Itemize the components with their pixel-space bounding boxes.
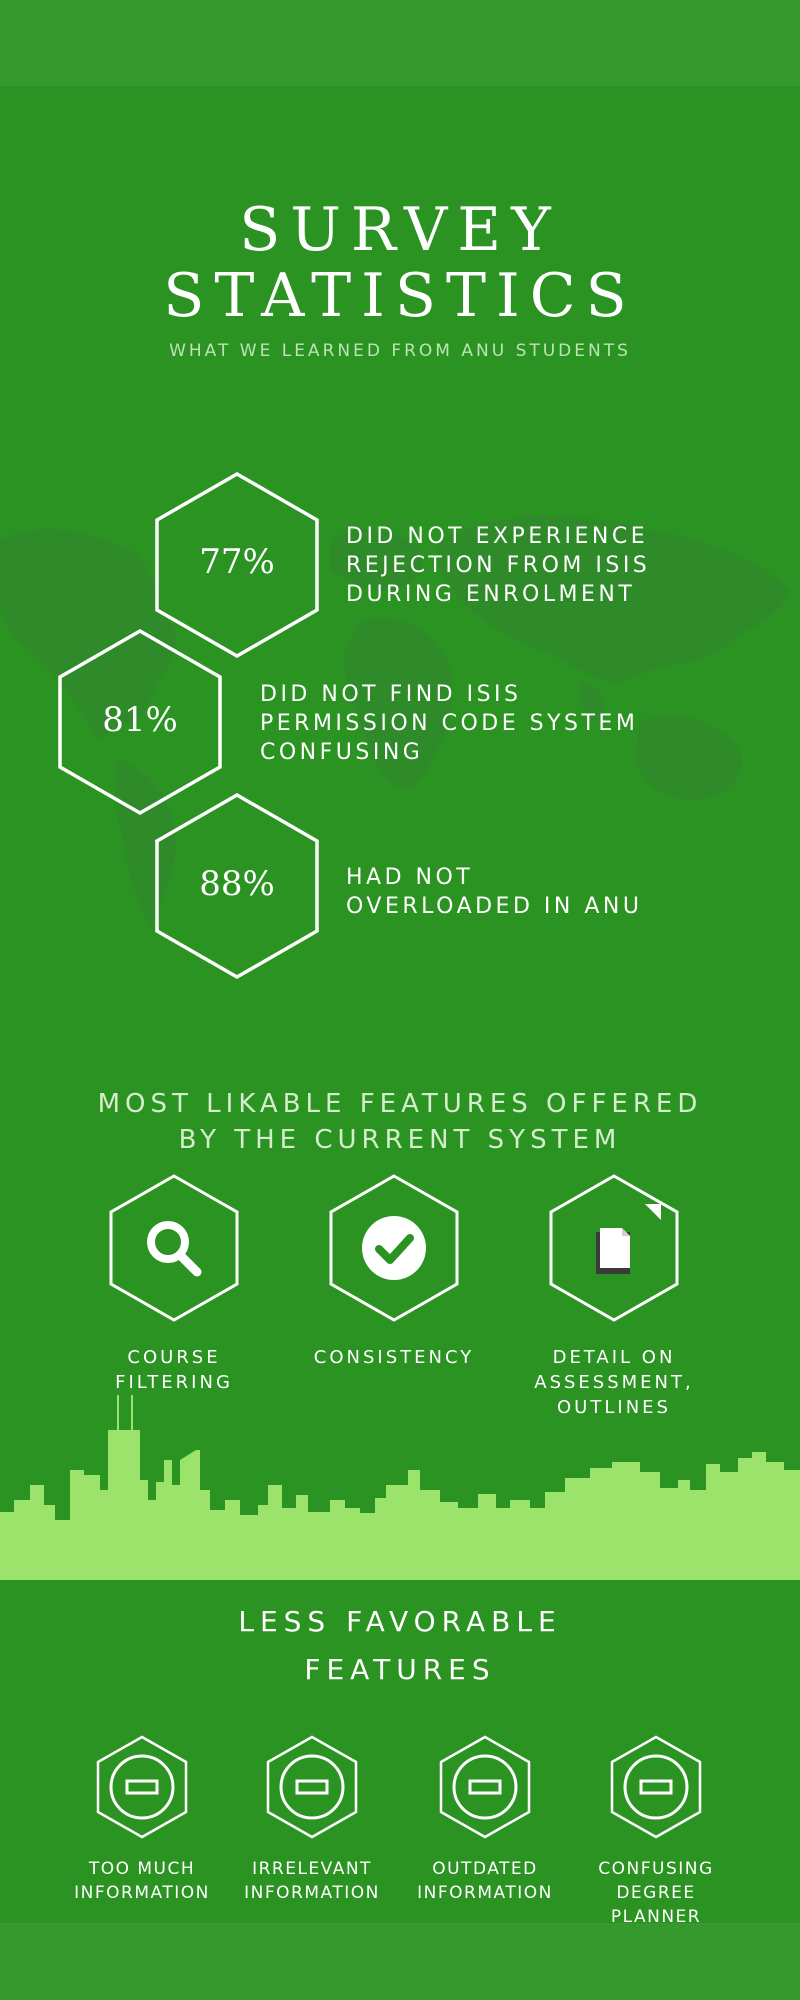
bottom-band	[0, 1923, 800, 2000]
feature-label-course-filtering-line-2: FILTERING	[115, 1372, 233, 1393]
page-subtitle: WHAT WE LEARNED FROM ANU STUDENTS	[169, 341, 631, 361]
less-label-too-much-information-line-1: TOO MUCH	[88, 1859, 196, 1879]
feature-label-course-filtering: COURSE FILTERING	[74, 1345, 274, 1395]
top-band	[0, 0, 800, 86]
less-label-too-much-information-line-2: INFORMATION	[74, 1883, 210, 1903]
page-title-line2: STATISTICS	[163, 261, 637, 331]
minus-circle-icon	[439, 1735, 531, 1839]
feature-label-consistency-line-1: CONSISTENCY	[313, 1347, 475, 1368]
stat-text-2-line-3: CONFUSING	[260, 740, 424, 765]
less-label-irrelevant-information: IRRELEVANT INFORMATION	[222, 1857, 402, 1905]
page-title-line1: SURVEY	[239, 195, 561, 265]
stat-text-2: DID NOT FIND ISIS PERMISSION CODE SYSTEM…	[260, 680, 638, 767]
less-label-outdated-information: OUTDATED INFORMATION	[395, 1857, 575, 1905]
less-label-outdated-information-line-1: OUTDATED	[432, 1859, 538, 1879]
less-label-too-much-information: TOO MUCH INFORMATION	[52, 1857, 232, 1905]
stat-text-2-line-1: DID NOT FIND ISIS	[260, 682, 522, 707]
stat-hexagon-2	[58, 628, 222, 816]
stat-text-1-line-3: DURING ENROLMENT	[346, 582, 636, 607]
less-label-outdated-information-line-2: INFORMATION	[417, 1883, 553, 1903]
stat-value-3: 88%	[199, 864, 275, 904]
feature-label-course-filtering-line-1: COURSE	[127, 1347, 221, 1368]
stat-text-3: HAD NOT OVERLOADED IN ANU	[346, 863, 642, 921]
feature-label-detail-on-assessment: DETAIL ON ASSESSMENT, OUTLINES	[514, 1345, 714, 1420]
less-label-confusing-degree-planner-line-3: PLANNER	[610, 1907, 702, 1927]
less-label-irrelevant-information-line-1: IRRELEVANT	[252, 1859, 372, 1879]
check-circle-icon	[329, 1174, 459, 1322]
feature-label-detail-on-assessment-line-3: OUTLINES	[557, 1397, 671, 1418]
less-favorable-heading-line1: LESS FAVORABLE	[238, 1605, 562, 1638]
feature-label-detail-on-assessment-line-2: ASSESSMENT,	[534, 1372, 694, 1393]
stat-value-2: 81%	[102, 700, 178, 740]
stat-text-1: DID NOT EXPERIENCE REJECTION FROM ISIS D…	[346, 522, 650, 609]
stat-text-2-line-2: PERMISSION CODE SYSTEM	[260, 711, 639, 736]
stat-text-3-line-2: OVERLOADED IN ANU	[346, 894, 643, 919]
less-favorable-heading-line2: FEATURES	[304, 1653, 496, 1686]
less-label-confusing-degree-planner-line-2: DEGREE	[616, 1883, 696, 1903]
less-label-irrelevant-information-line-2: INFORMATION	[244, 1883, 380, 1903]
document-icon	[549, 1174, 679, 1322]
stat-value-1: 77%	[199, 542, 275, 582]
feature-label-consistency: CONSISTENCY	[294, 1345, 494, 1370]
less-label-confusing-degree-planner: CONFUSING DEGREE PLANNER	[566, 1857, 746, 1929]
stat-hexagon-1	[155, 471, 319, 659]
minus-circle-icon	[96, 1735, 188, 1839]
search-icon	[109, 1174, 239, 1322]
stat-text-1-line-1: DID NOT EXPERIENCE	[346, 524, 649, 549]
stat-text-3-line-1: HAD NOT	[346, 865, 474, 890]
city-skyline-graphic	[0, 1395, 800, 1580]
stat-text-1-line-2: REJECTION FROM ISIS	[346, 553, 651, 578]
feature-label-detail-on-assessment-line-1: DETAIL ON	[552, 1347, 676, 1368]
minus-circle-icon	[610, 1735, 702, 1839]
stat-hexagon-3	[155, 792, 319, 980]
less-label-confusing-degree-planner-line-1: CONFUSING	[598, 1859, 714, 1879]
likable-heading-line2: BY THE CURRENT SYSTEM	[178, 1125, 622, 1155]
minus-circle-icon	[266, 1735, 358, 1839]
likable-heading-line1: MOST LIKABLE FEATURES OFFERED	[97, 1089, 703, 1119]
